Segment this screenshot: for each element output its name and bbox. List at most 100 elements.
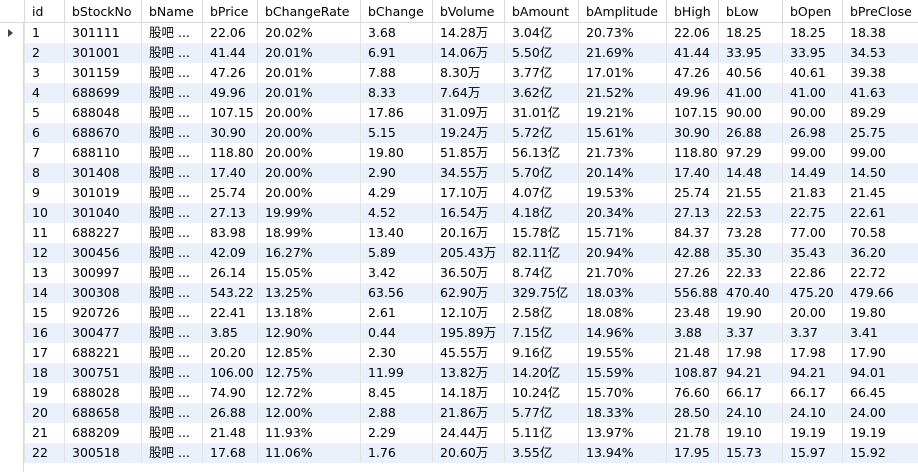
column-header[interactable]: bAmplitude <box>578 0 666 23</box>
column-header[interactable]: bAmount <box>504 0 578 23</box>
column-header[interactable]: bChange <box>360 0 432 23</box>
table-cell: 301159 <box>64 63 141 83</box>
column-header[interactable]: bPreClose <box>842 0 918 23</box>
column-header[interactable]: bLow <box>718 0 782 23</box>
table-row[interactable]: 2 301001 股吧 ... 41.44 20.01% 6.91 14.06万 5.50亿 2… <box>0 43 918 63</box>
table-cell: 3.62亿 <box>504 83 578 103</box>
table-row[interactable]: 16 300477 股吧 ... 3.85 12.90% 0.44 195.89万 7.15亿… <box>0 323 918 343</box>
table-cell: 19.19 <box>842 423 918 443</box>
table-row[interactable]: 12 300456 股吧 ... 42.09 16.27% 5.89 205.43万 82.1… <box>0 243 918 263</box>
table-cell: 90.00 <box>782 103 842 123</box>
table-cell: 2.90 <box>360 163 432 183</box>
table-row[interactable]: 6 688670 股吧 ... 30.90 20.00% 5.15 19.24万 5.72亿 1… <box>0 123 918 143</box>
table-cell: 300308 <box>64 283 141 303</box>
table-cell: 19.19 <box>782 423 842 443</box>
table-row[interactable]: 17 688221 股吧 ... 20.20 12.85% 2.30 45.55万 9.16亿… <box>0 343 918 363</box>
column-header[interactable]: id <box>24 0 64 23</box>
table-row[interactable]: 10 301040 股吧 ... 27.13 19.99% 4.52 16.54万 4.18亿… <box>0 203 918 223</box>
row-indicator <box>0 463 24 472</box>
table-cell: 4.29 <box>360 183 432 203</box>
column-header[interactable]: bOpen <box>782 0 842 23</box>
table-cell: 13.94% <box>578 443 666 463</box>
table-row[interactable]: 9 301019 股吧 ... 25.74 20.00% 4.29 17.10万 4.07亿 1… <box>0 183 918 203</box>
table-row[interactable]: 11 688227 股吧 ... 83.98 18.99% 13.40 20.16万 15.7… <box>0 223 918 243</box>
table-cell: 21.78 <box>666 423 718 443</box>
table-row[interactable]: 15 920726 股吧 ... 22.41 13.18% 2.61 12.10万 2.58亿… <box>0 303 918 323</box>
table-row[interactable]: 18 300751 股吧 ... 106.00 12.75% 11.99 13.82万 14.… <box>0 363 918 383</box>
column-header[interactable]: bPrice <box>202 0 257 23</box>
table-cell: 556.88 <box>666 283 718 303</box>
table-cell: 107.15 <box>202 103 257 123</box>
table-cell: 25.74 <box>202 183 257 203</box>
table-row[interactable]: 1 301111 股吧 ... 22.06 20.02% 3.68 14.28万 3.04亿 2… <box>0 23 918 43</box>
table-row[interactable]: 20 688658 股吧 ... 26.88 12.00% 2.88 21.86万 5.77亿… <box>0 403 918 423</box>
table-row[interactable] <box>0 463 918 472</box>
table-row[interactable]: 7 688110 股吧 ... 118.80 20.00% 19.80 51.85万 56.1… <box>0 143 918 163</box>
table-cell: 2.61 <box>360 303 432 323</box>
table-row[interactable]: 8 301408 股吧 ... 17.40 20.00% 2.90 34.55万 5.70亿 2… <box>0 163 918 183</box>
table-cell: 17.68 <box>202 443 257 463</box>
table-cell: 30.90 <box>202 123 257 143</box>
table-cell: 17.98 <box>782 343 842 363</box>
table-cell: 14.20亿 <box>504 363 578 383</box>
table-cell: 94.21 <box>782 363 842 383</box>
table-cell: 13.82万 <box>432 363 504 383</box>
table-cell: 19.24万 <box>432 123 504 143</box>
table-cell: 6.91 <box>360 43 432 63</box>
table-cell: 股吧 ... <box>141 103 202 123</box>
table-cell: 543.22 <box>202 283 257 303</box>
table-row[interactable]: 14 300308 股吧 ... 543.22 13.25% 63.56 62.90万 329… <box>0 283 918 303</box>
table-cell: 83.98 <box>202 223 257 243</box>
table-row[interactable]: 5 688048 股吧 ... 107.15 20.00% 17.86 31.09万 31.0… <box>0 103 918 123</box>
table-cell: 5.11亿 <box>504 423 578 443</box>
table-cell: 24.44万 <box>432 423 504 443</box>
table-cell: 20.02% <box>257 23 360 43</box>
table-cell: 14.18万 <box>432 383 504 403</box>
table-row[interactable]: 3 301159 股吧 ... 47.26 20.01% 7.88 8.30万 3.77亿 17… <box>0 63 918 83</box>
table-cell: 14 <box>24 283 64 303</box>
table-row[interactable]: 4 688699 股吧 ... 49.96 20.01% 8.33 7.64万 3.62亿 21… <box>0 83 918 103</box>
table-cell: 9 <box>24 183 64 203</box>
table-cell: 股吧 ... <box>141 203 202 223</box>
row-indicator <box>0 23 24 43</box>
table-cell: 股吧 ... <box>141 183 202 203</box>
table-cell: 51.85万 <box>432 143 504 163</box>
table-cell: 73.28 <box>718 223 782 243</box>
table-cell: 19.80 <box>360 143 432 163</box>
table-row[interactable]: 21 688209 股吧 ... 21.48 11.93% 2.29 24.44万 5.11亿… <box>0 423 918 443</box>
column-header[interactable]: bVolume <box>432 0 504 23</box>
table-cell: 4 <box>24 83 64 103</box>
table-row[interactable]: 22 300518 股吧 ... 17.68 11.06% 1.76 20.60万 3.55亿… <box>0 443 918 463</box>
column-header[interactable]: bHigh <box>666 0 718 23</box>
table-cell: 22.72 <box>842 263 918 283</box>
table-cell: 26.88 <box>718 123 782 143</box>
table-cell: 20.94% <box>578 243 666 263</box>
table-cell: 22.33 <box>718 263 782 283</box>
table-cell: 15.78亿 <box>504 223 578 243</box>
table-cell: 41.44 <box>666 43 718 63</box>
row-indicator <box>0 83 24 103</box>
table-cell: 77.00 <box>782 223 842 243</box>
table-cell: 8.30万 <box>432 63 504 83</box>
column-header[interactable]: bChangeRate <box>257 0 360 23</box>
table-cell: 21.83 <box>782 183 842 203</box>
row-indicator <box>0 303 24 323</box>
table-row[interactable]: 19 688028 股吧 ... 74.90 12.72% 8.45 14.18万 10.24… <box>0 383 918 403</box>
table-cell: 11.93% <box>257 423 360 443</box>
table-cell: 16.27% <box>257 243 360 263</box>
table-cell: 301019 <box>64 183 141 203</box>
row-indicator <box>0 403 24 423</box>
table-row[interactable]: 13 300997 股吧 ... 26.14 15.05% 3.42 36.50万 8.74亿… <box>0 263 918 283</box>
table-cell: 118.80 <box>666 143 718 163</box>
table-cell: 19.10 <box>718 423 782 443</box>
table-cell: 688209 <box>64 423 141 443</box>
table-cell: 10.24亿 <box>504 383 578 403</box>
table-cell: 13.40 <box>360 223 432 243</box>
table-cell: 41.00 <box>782 83 842 103</box>
table-cell: 82.11亿 <box>504 243 578 263</box>
column-header[interactable]: bStockNo <box>64 0 141 23</box>
table-cell: 300456 <box>64 243 141 263</box>
table-cell: 18.99% <box>257 223 360 243</box>
column-header[interactable]: bName <box>141 0 202 23</box>
table-cell: 21.45 <box>842 183 918 203</box>
